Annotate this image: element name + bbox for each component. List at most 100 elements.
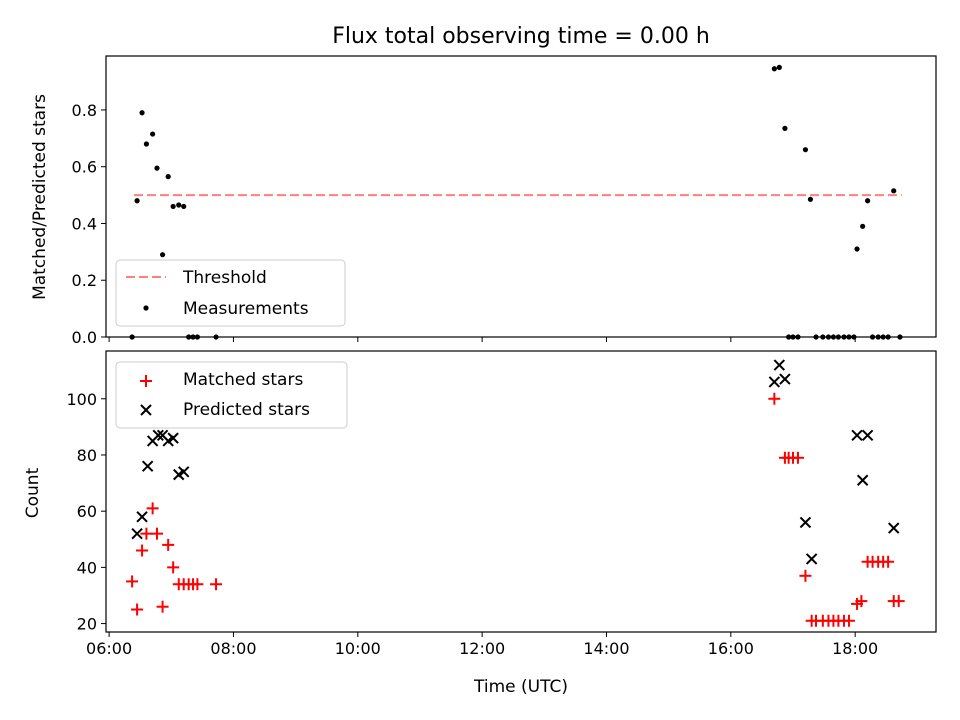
predicted-stars-stroke: [152, 429, 164, 442]
matched-stars-point: [191, 578, 204, 591]
measurement-point: [771, 66, 777, 72]
legend-measurements-swatch: [143, 305, 149, 311]
top-y-tick-label: 0.2: [72, 271, 97, 290]
chart-title: Flux total observing time = 0.00 h: [332, 24, 710, 49]
measurement-point: [865, 198, 871, 204]
legend-threshold-label: Threshold: [182, 268, 267, 288]
predicted-stars-point: [799, 516, 812, 529]
measurement-point: [776, 64, 782, 70]
predicted-stars-stroke: [779, 373, 791, 385]
predicted-stars-point: [861, 429, 874, 442]
predicted-stars-point: [152, 429, 164, 442]
bottom-y-tick-label: 20: [77, 615, 97, 634]
matched-stars-point: [162, 538, 175, 551]
x-tick-label: 08:00: [210, 639, 256, 658]
predicted-stars-stroke: [773, 359, 786, 371]
matched-stars-point: [150, 527, 163, 540]
bottom-ticks: 06:00 08:00 10:00 12:00 14:00 16:00 18:00 20 40 6…: [66, 390, 878, 658]
bottom-y-tick-label: 80: [77, 446, 97, 465]
x-tick-label: 16:00: [708, 639, 754, 658]
legend-measurements-label: Measurements: [183, 299, 309, 319]
predicted-stars-point: [768, 376, 781, 388]
measurement-point: [143, 141, 150, 147]
predicted-stars-stroke: [851, 429, 863, 442]
matched-stars-point: [855, 595, 868, 608]
measurement-point: [150, 131, 156, 137]
bottom-y-tick-label: 40: [77, 558, 97, 577]
predicted-stars-stroke: [167, 432, 179, 444]
matched-stars-point: [140, 527, 153, 540]
x-tick-label: 10:00: [335, 639, 381, 658]
measurement-point: [782, 125, 788, 131]
predicted-stars-stroke: [888, 522, 900, 534]
bottom-legend-box: [115, 361, 348, 429]
predicted-stars-point: [136, 511, 148, 523]
x-tick-label: 06:00: [86, 639, 132, 658]
predicted-stars-point: [773, 359, 786, 371]
measurement-point: [854, 246, 860, 252]
top-legend-box: [115, 259, 346, 327]
predicted-stars-point: [856, 474, 869, 486]
matched-stars-point: [167, 561, 180, 574]
measurement-point: [176, 202, 182, 208]
matched-stars-point: [842, 614, 855, 627]
predicted-stars-stroke: [131, 527, 143, 540]
top-panel: 0.00.20.40.60.8 Matched/Predicted stars …: [30, 55, 937, 347]
matched-stars-point: [882, 555, 895, 568]
predicted-stars-stroke: [136, 511, 148, 523]
top-ticks: 0.0 0.2 0.4 0.6 0.8: [72, 101, 856, 347]
measurement-point: [165, 174, 171, 180]
measurement-point: [802, 147, 809, 153]
predicted-stars-stroke: [856, 474, 869, 486]
predicted-stars-stroke: [768, 376, 781, 388]
x-axis-label: Time (UTC): [473, 677, 568, 697]
x-tick-label: 18:00: [832, 639, 878, 658]
top-marks: [129, 64, 903, 340]
matched-stars-point: [892, 595, 905, 608]
legend-predicted-swatch: [140, 404, 152, 416]
top-y-tick-label: 0.6: [72, 158, 97, 177]
top-legend: Threshold Measurements: [115, 259, 346, 327]
bottom-panel: 06:00 08:00 10:00 12:00 14:00 16:00 18:00 20 40 6…: [23, 350, 937, 697]
matched-stars-point: [210, 578, 223, 591]
legend-matched-swatch: [140, 375, 152, 387]
x-tick-label: 12:00: [459, 639, 505, 658]
predicted-stars-point: [851, 429, 863, 442]
predicted-stars-point: [178, 466, 190, 478]
top-y-tick-label: 0.4: [72, 214, 97, 233]
matched-stars-point: [146, 502, 159, 515]
predicted-stars-stroke: [178, 466, 190, 478]
top-y-tick-label: 0.0: [72, 328, 97, 347]
measurement-point: [181, 203, 187, 210]
predicted-stars-stroke: [805, 553, 818, 565]
predicted-stars-stroke: [141, 460, 154, 472]
matched-stars-point: [791, 451, 804, 464]
measurement-point: [139, 110, 145, 116]
matched-stars-point: [136, 544, 149, 557]
predicted-stars-point: [141, 460, 154, 472]
predicted-stars-point: [888, 522, 900, 534]
measurement-point: [159, 252, 166, 258]
top-ylabel: Matched/Predicted stars: [30, 94, 50, 300]
predicted-stars-stroke: [799, 516, 812, 529]
measurement-point: [170, 203, 176, 210]
bottom-legend: Matched stars Predicted stars: [115, 361, 348, 429]
predicted-stars-stroke: [861, 429, 874, 442]
bottom-y-tick-label: 60: [77, 502, 97, 521]
matched-stars-point: [768, 392, 781, 405]
measurement-point: [860, 223, 866, 229]
predicted-stars-point: [131, 527, 143, 540]
measurement-point: [134, 198, 140, 204]
matched-stars-point: [131, 603, 144, 616]
measurement-point: [891, 188, 897, 194]
bottom-marks: [126, 359, 905, 627]
bottom-ylabel: Count: [23, 467, 43, 518]
bottom-axes-frame: [105, 350, 937, 633]
predicted-stars-point: [805, 553, 818, 565]
measurement-point: [807, 196, 814, 202]
predicted-stars-point: [167, 432, 179, 444]
x-tick-label: 14:00: [583, 639, 629, 658]
matched-stars-point: [126, 575, 139, 588]
